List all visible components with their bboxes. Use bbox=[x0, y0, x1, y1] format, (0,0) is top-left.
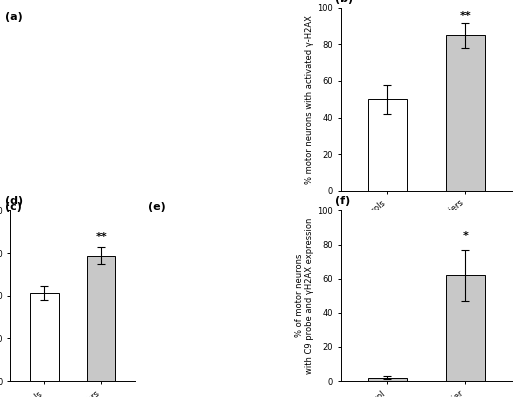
Text: (d): (d) bbox=[5, 197, 23, 206]
Text: (a): (a) bbox=[5, 12, 23, 22]
Text: (f): (f) bbox=[335, 197, 350, 206]
Y-axis label: % of motor neurons
with C9 probe and γH2AX expression: % of motor neurons with C9 probe and γH2… bbox=[295, 218, 315, 374]
Bar bbox=[368, 378, 407, 381]
Text: *: * bbox=[462, 231, 469, 241]
Y-axis label: % motor neurons with activated γ-H2AX: % motor neurons with activated γ-H2AX bbox=[305, 15, 315, 184]
Bar bbox=[368, 99, 407, 191]
Bar bbox=[446, 35, 485, 191]
Text: (b): (b) bbox=[335, 0, 354, 4]
Bar bbox=[87, 256, 115, 381]
Text: (e): (e) bbox=[148, 202, 166, 212]
Text: (c): (c) bbox=[5, 202, 22, 212]
Text: **: ** bbox=[95, 232, 107, 242]
Bar bbox=[30, 293, 59, 381]
Text: **: ** bbox=[460, 11, 471, 21]
Bar bbox=[446, 275, 485, 381]
